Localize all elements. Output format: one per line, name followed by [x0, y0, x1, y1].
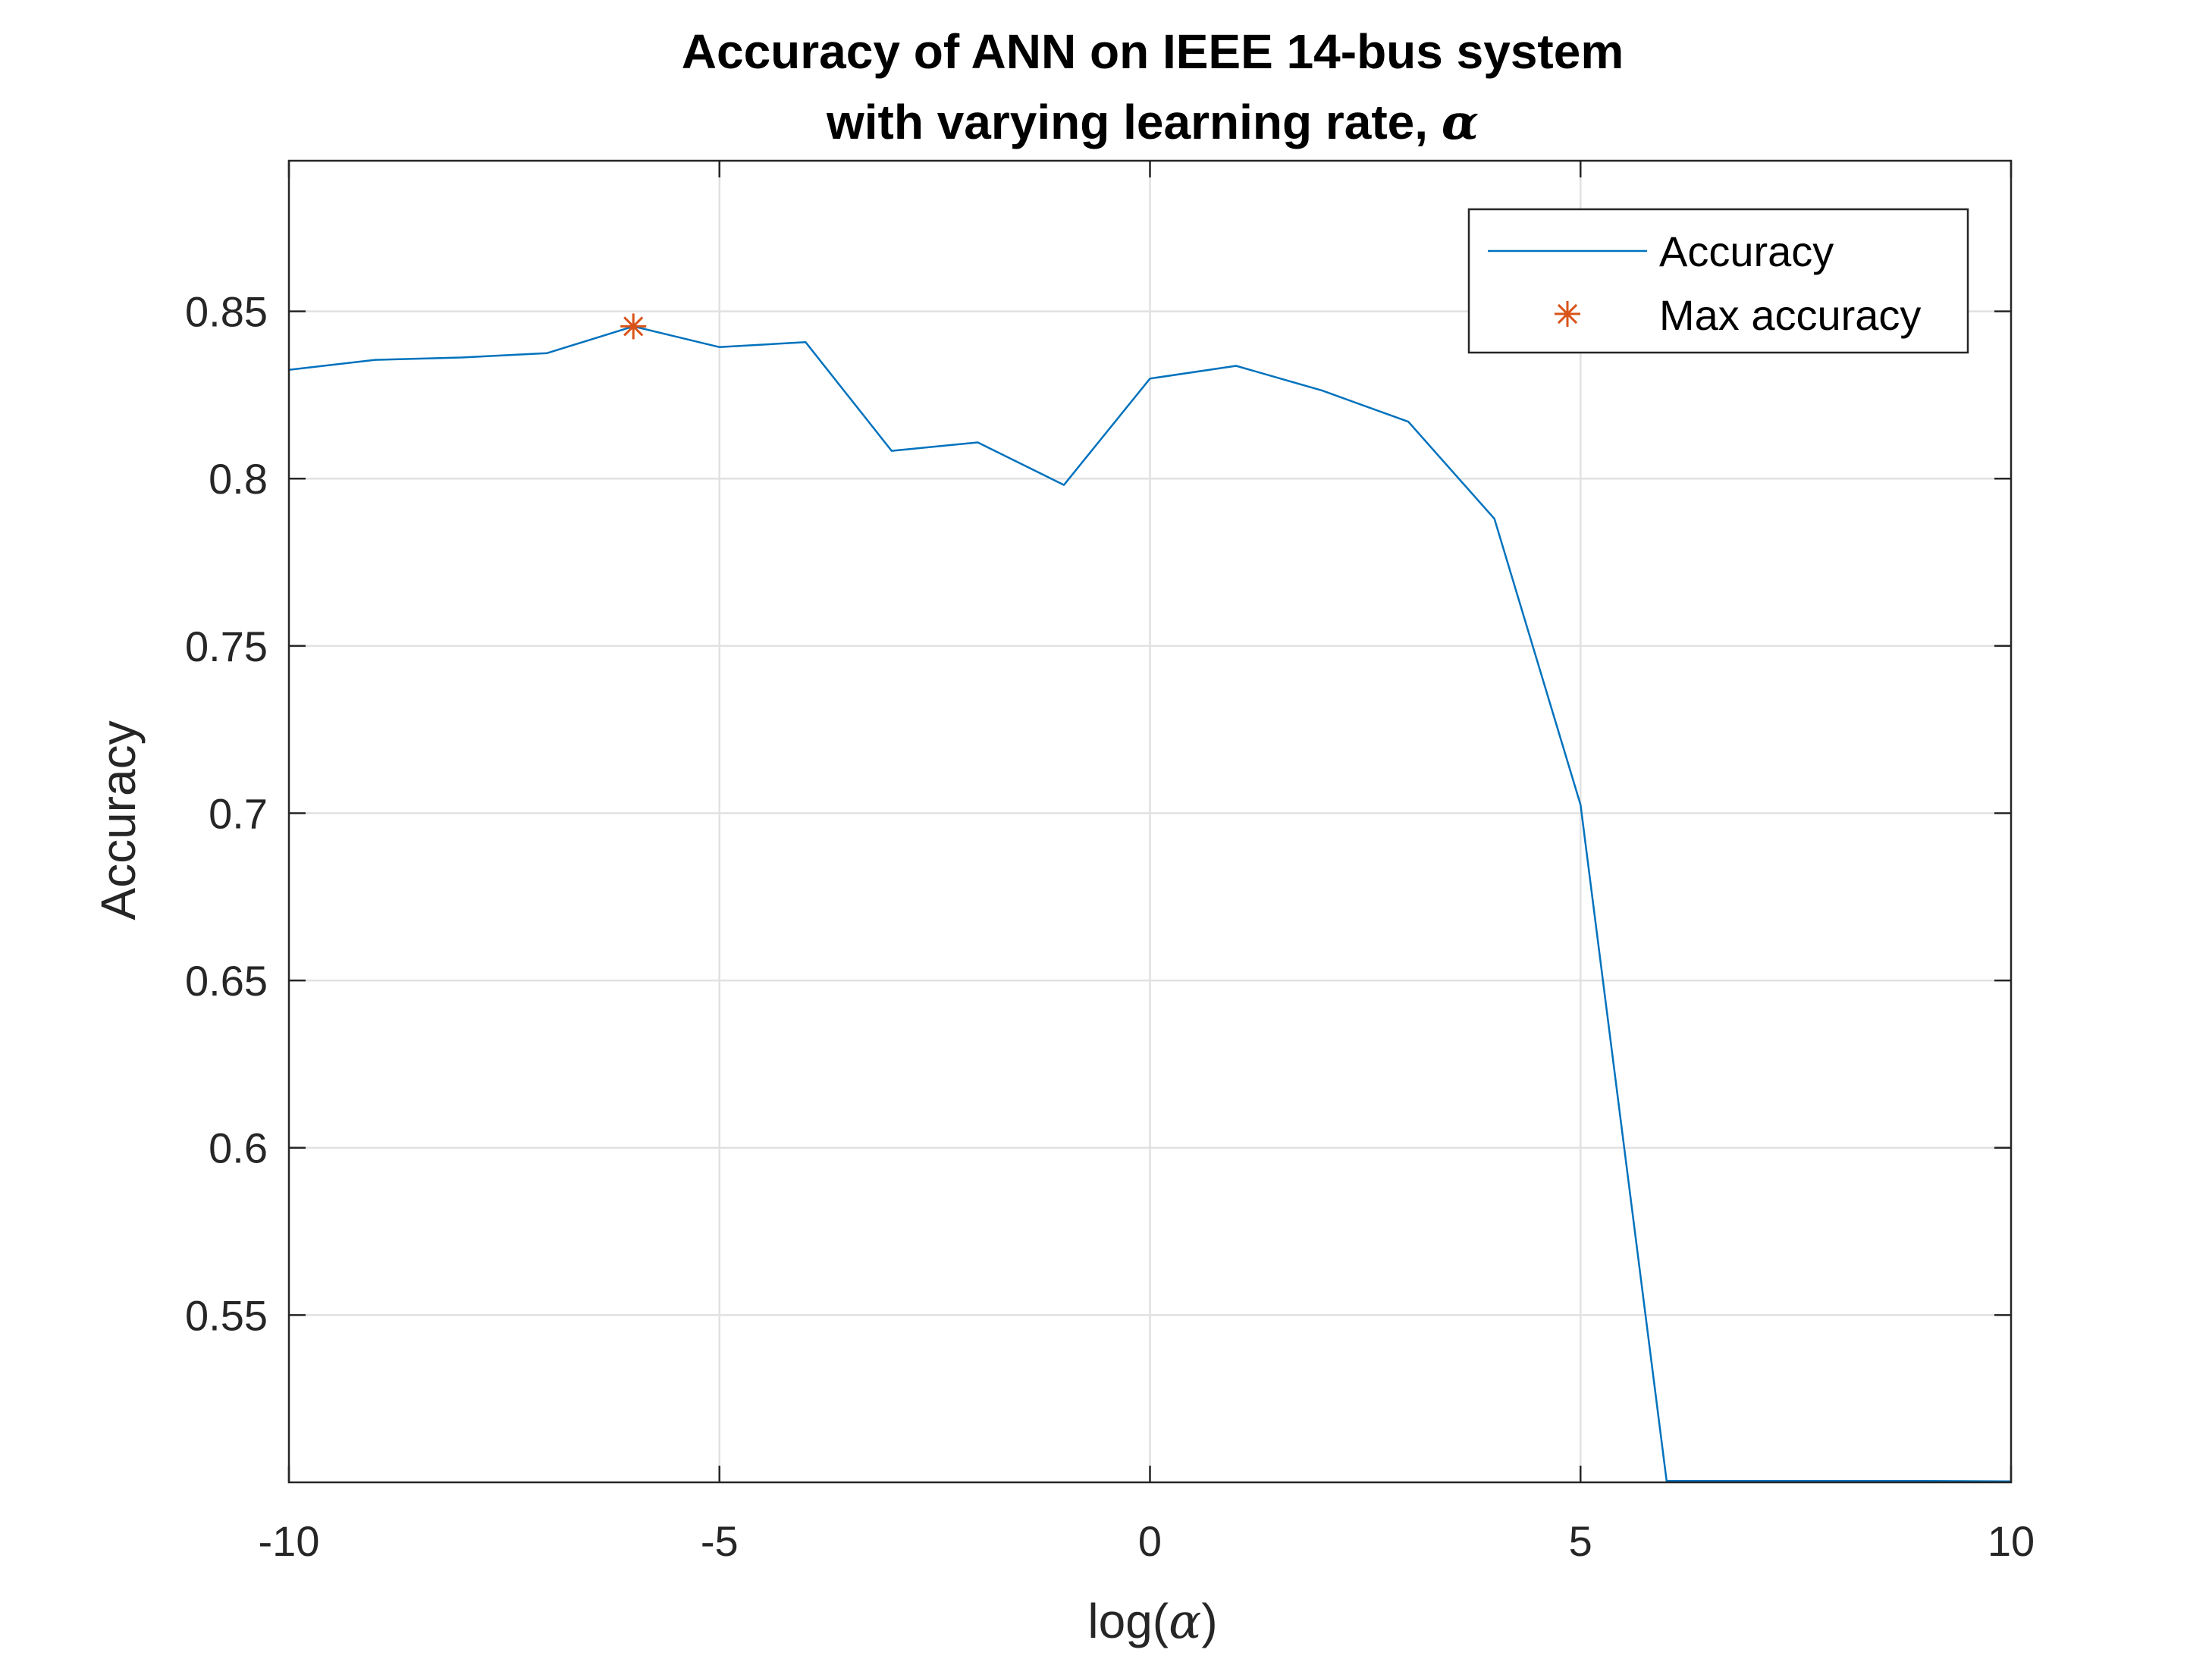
chart-title: Accuracy of ANN on IEEE 14-bus system wi… — [682, 24, 1624, 151]
y-tick-label: 0.8 — [209, 455, 268, 503]
x-axis-label: log(α) — [1087, 1594, 1217, 1650]
x-tick-label: 10 — [1988, 1517, 2035, 1565]
y-tick-label: 0.7 — [209, 789, 268, 837]
legend-accuracy-label: Accuracy — [1659, 227, 1834, 275]
x-tick-label: 5 — [1569, 1517, 1592, 1565]
legend-asterisk-icon — [1555, 301, 1580, 327]
y-tick-label: 0.75 — [185, 623, 268, 670]
grid-lines — [289, 161, 2011, 1482]
axes-frame — [287, 159, 2013, 1484]
max-accuracy-marker — [620, 313, 647, 340]
series-line-accuracy — [288, 325, 2012, 1482]
legend: Accuracy Max accuracy — [1467, 208, 1969, 354]
y-axis-label: Accuracy — [91, 720, 146, 920]
legend-max-accuracy-marker — [1555, 301, 1580, 327]
axes-box — [287, 159, 2013, 1484]
y-tick-label: 0.65 — [185, 957, 268, 1005]
legend-max-accuracy-label: Max accuracy — [1659, 291, 1921, 339]
x-tick-label: 0 — [1138, 1517, 1162, 1565]
series-layer — [288, 313, 2012, 1482]
y-tick-label: 0.85 — [185, 288, 268, 336]
chart-title-line-1: Accuracy of ANN on IEEE 14-bus system — [682, 24, 1624, 79]
tick-labels: -10 -5 0 5 10 0.55 0.6 0.65 0.7 0.75 0.8 0.85 — [185, 288, 2035, 1565]
chart-title-line-2: with varying learning rate, α — [826, 94, 1479, 151]
y-tick-label: 0.55 — [185, 1291, 268, 1339]
x-tick-label: -10 — [259, 1517, 320, 1565]
x-tick-label: -5 — [701, 1517, 739, 1565]
y-tick-label: 0.6 — [209, 1124, 268, 1172]
legend-box — [1467, 208, 1969, 354]
